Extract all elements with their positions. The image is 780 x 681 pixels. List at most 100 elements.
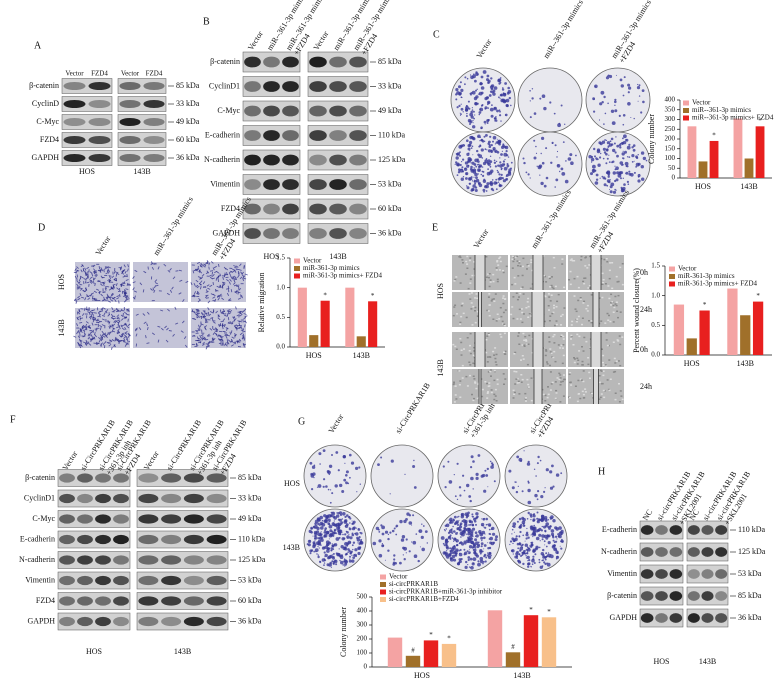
colony	[460, 169, 464, 173]
texture	[471, 275, 473, 277]
texture	[578, 350, 580, 352]
cell	[127, 342, 130, 343]
colony	[494, 117, 497, 120]
bar	[345, 288, 354, 347]
colony	[533, 527, 537, 531]
blot-band	[119, 100, 140, 108]
group-label: 143B	[699, 657, 716, 666]
colony	[475, 541, 479, 545]
blot-band	[89, 82, 111, 90]
colony	[468, 148, 471, 151]
texture	[616, 361, 618, 363]
colony	[594, 85, 598, 89]
texture	[554, 334, 556, 336]
texture	[618, 281, 620, 283]
colony	[497, 139, 498, 140]
texture	[591, 393, 593, 395]
colony	[613, 191, 616, 194]
texture	[515, 371, 517, 373]
colony	[340, 521, 343, 524]
blot-band	[715, 547, 727, 557]
texture	[617, 317, 619, 319]
texture	[556, 324, 558, 326]
column-label: Vector	[94, 234, 113, 257]
colony	[342, 564, 344, 566]
texture	[549, 365, 551, 367]
texture	[614, 371, 616, 373]
colony	[339, 537, 341, 539]
texture	[552, 287, 554, 289]
wound-gap	[593, 292, 599, 327]
legend-swatch	[380, 575, 386, 580]
colony	[637, 179, 640, 182]
texture	[527, 317, 529, 319]
blot-band	[143, 154, 164, 162]
colony	[313, 526, 315, 528]
kda-label: 33 kDa	[238, 493, 262, 502]
blot-band	[349, 204, 367, 215]
colony	[472, 562, 475, 565]
texture	[574, 362, 576, 364]
blot-band	[77, 514, 93, 523]
texture	[530, 288, 532, 290]
colony	[544, 544, 545, 545]
cell	[106, 286, 109, 287]
blot-band	[263, 130, 280, 141]
colony	[514, 532, 515, 533]
colony	[638, 164, 640, 166]
y-tick-label: 1.5	[276, 254, 285, 262]
legend-swatch	[669, 282, 675, 287]
colony	[519, 531, 521, 533]
colony	[478, 173, 479, 174]
texture	[455, 385, 457, 387]
colony	[472, 516, 473, 517]
blot-band	[64, 136, 86, 144]
colony	[373, 542, 377, 546]
texture	[614, 296, 616, 298]
colony	[474, 80, 477, 83]
texture	[583, 301, 585, 303]
texture	[615, 399, 617, 401]
colony	[314, 522, 317, 525]
colony	[522, 547, 523, 548]
colony	[638, 101, 639, 102]
blot-band	[161, 535, 181, 544]
colony	[496, 161, 497, 162]
texture	[528, 335, 530, 337]
colony	[388, 534, 389, 535]
colony	[527, 537, 529, 539]
colony	[332, 515, 335, 518]
texture	[561, 258, 563, 260]
cell	[107, 343, 110, 344]
colony	[411, 525, 412, 526]
texture	[489, 304, 491, 306]
kda-label: 110 kDa	[238, 534, 265, 543]
texture	[583, 370, 585, 372]
colony	[472, 91, 476, 95]
colony	[538, 547, 539, 548]
colony	[472, 460, 475, 463]
colony	[488, 552, 491, 555]
y-tick-label: 200	[665, 135, 676, 143]
colony	[490, 465, 494, 469]
texture	[609, 321, 611, 323]
colony	[385, 560, 386, 561]
texture	[610, 294, 612, 296]
colony	[318, 452, 321, 455]
colony	[483, 70, 487, 74]
texture	[472, 400, 474, 402]
blot-band	[77, 555, 93, 564]
texture	[504, 298, 506, 300]
colony	[622, 138, 624, 140]
colony	[475, 102, 478, 105]
blot-band	[641, 591, 654, 601]
colony	[452, 555, 455, 558]
colony	[339, 548, 340, 549]
colony	[457, 544, 459, 546]
colony	[490, 183, 493, 186]
colony	[636, 157, 638, 159]
texture	[518, 344, 520, 346]
blot-band	[95, 514, 111, 523]
texture	[496, 269, 498, 271]
blot-band	[113, 494, 129, 503]
